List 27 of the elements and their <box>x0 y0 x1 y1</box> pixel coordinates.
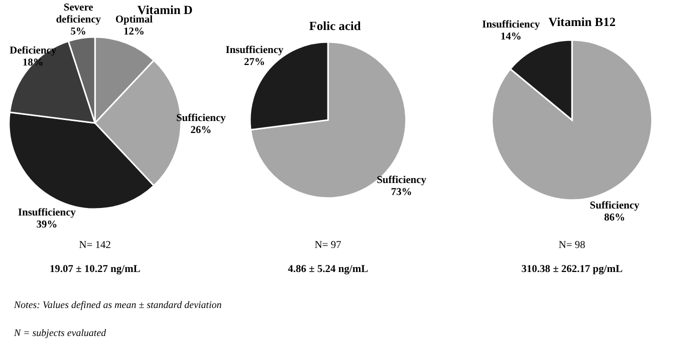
text: 310.38 ± 262.17 pg/mL <box>521 264 623 275</box>
pie-slice <box>491 39 653 201</box>
text: N = subjects evaluated <box>13 328 108 339</box>
text: N= 142 <box>79 240 111 251</box>
data-label: 5% <box>70 26 86 38</box>
slice-label: Optimal <box>115 14 153 26</box>
data-label: 86% <box>604 212 626 224</box>
chart-title: Vitamin B12 <box>548 15 616 29</box>
text: 4.86 ± 5.24 ng/mL <box>288 264 368 275</box>
data-label: 26% <box>190 125 212 136</box>
slice-label: Sufficiency <box>176 113 227 124</box>
data-label: 14% <box>500 32 522 43</box>
slice-label: Insufficiency <box>482 20 541 31</box>
slice-label: Sufficiency <box>590 200 640 212</box>
slice-label: Insufficiency <box>226 45 284 56</box>
text: Notes: Values defined as mean ± standard deviation <box>13 300 222 311</box>
data-label: 27% <box>244 57 265 68</box>
chart-title: Folic acid <box>309 19 361 33</box>
data-label: 12% <box>124 26 145 38</box>
text: N= 98 <box>558 240 586 251</box>
text: 19.07 ± 10.27 ng/mL <box>50 264 140 275</box>
text: N= 97 <box>314 240 342 251</box>
slice-label: Severe deficiency <box>56 2 102 26</box>
data-label: 73% <box>391 186 412 198</box>
data-label: 39% <box>36 219 58 230</box>
slice-label: Insufficiency <box>18 207 76 218</box>
slice-label: Sufficiency <box>376 174 428 186</box>
